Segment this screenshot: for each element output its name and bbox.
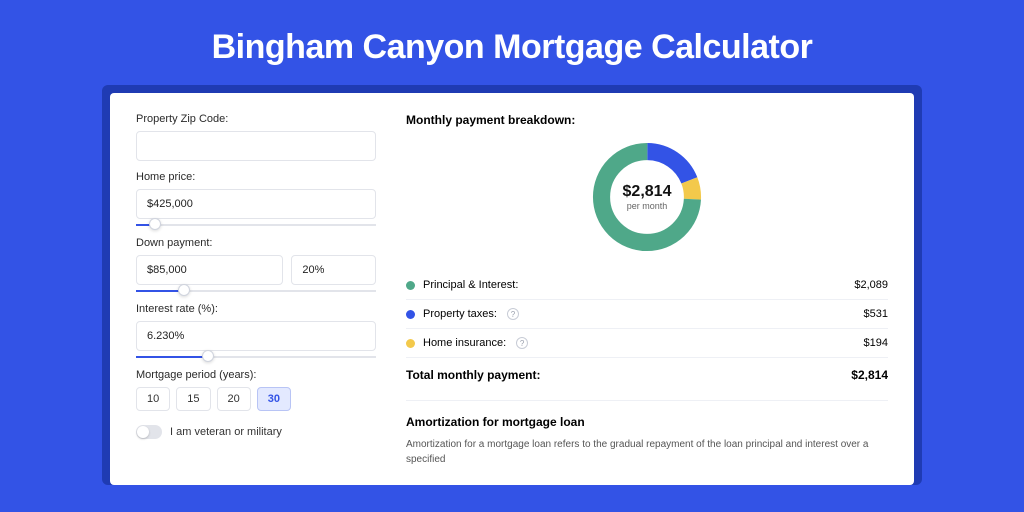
total-label: Total monthly payment: [406, 368, 540, 382]
legend-dot-icon [406, 310, 415, 319]
down-payment-amount-input[interactable] [136, 255, 283, 285]
form-panel: Property Zip Code: Home price: Down paym… [136, 113, 376, 485]
legend-label: Principal & Interest: [423, 279, 518, 291]
period-button-10[interactable]: 10 [136, 387, 170, 411]
period-button-15[interactable]: 15 [176, 387, 210, 411]
donut-wrap: $2,814 per month [406, 137, 888, 257]
page-title: Bingham Canyon Mortgage Calculator [0, 0, 1024, 85]
period-field: Mortgage period (years): 1015 2030 [136, 369, 376, 411]
donut-sub: per month [627, 201, 668, 211]
legend-dot-icon [406, 339, 415, 348]
card-shadow: Property Zip Code: Home price: Down paym… [102, 85, 922, 485]
period-buttons: 1015 2030 [136, 387, 376, 411]
down-payment-slider[interactable] [136, 289, 376, 293]
legend-row: Principal & Interest: $2,089 [406, 271, 888, 299]
breakdown-title: Monthly payment breakdown: [406, 113, 888, 127]
help-icon[interactable]: ? [516, 337, 528, 349]
legend-row: Property taxes:? $531 [406, 299, 888, 328]
period-button-30[interactable]: 30 [257, 387, 291, 411]
home-price-label: Home price: [136, 171, 376, 183]
interest-rate-slider[interactable] [136, 355, 376, 359]
legend-value: $194 [864, 337, 888, 349]
legend-value: $2,089 [854, 279, 888, 291]
veteran-toggle[interactable] [136, 425, 162, 439]
toggle-dot-icon [137, 426, 149, 438]
legend-label: Property taxes: [423, 308, 497, 320]
amortization-section: Amortization for mortgage loan Amortizat… [406, 400, 888, 467]
veteran-row: I am veteran or military [136, 425, 376, 439]
period-button-20[interactable]: 20 [217, 387, 251, 411]
breakdown-panel: Monthly payment breakdown: $2,814 per mo… [406, 113, 888, 485]
period-label: Mortgage period (years): [136, 369, 376, 381]
total-row: Total monthly payment: $2,814 [406, 357, 888, 392]
home-price-slider[interactable] [136, 223, 376, 227]
amortization-text: Amortization for a mortgage loan refers … [406, 437, 888, 467]
legend-label: Home insurance: [423, 337, 506, 349]
home-price-field: Home price: [136, 171, 376, 227]
donut-value: $2,814 [623, 183, 672, 201]
interest-rate-input[interactable] [136, 321, 376, 351]
legend: Principal & Interest: $2,089 Property taxe… [406, 271, 888, 357]
help-icon[interactable]: ? [507, 308, 519, 320]
down-payment-label: Down payment: [136, 237, 376, 249]
donut-chart: $2,814 per month [587, 137, 707, 257]
zip-field: Property Zip Code: [136, 113, 376, 161]
zip-label: Property Zip Code: [136, 113, 376, 125]
legend-value: $531 [864, 308, 888, 320]
total-value: $2,814 [851, 368, 888, 382]
veteran-label: I am veteran or military [170, 426, 282, 438]
down-payment-percent-input[interactable] [291, 255, 376, 285]
interest-rate-field: Interest rate (%): [136, 303, 376, 359]
interest-rate-label: Interest rate (%): [136, 303, 376, 315]
home-price-input[interactable] [136, 189, 376, 219]
zip-input[interactable] [136, 131, 376, 161]
calculator-card: Property Zip Code: Home price: Down paym… [110, 93, 914, 485]
legend-row: Home insurance:? $194 [406, 328, 888, 357]
legend-dot-icon [406, 281, 415, 290]
down-payment-field: Down payment: [136, 237, 376, 293]
amortization-title: Amortization for mortgage loan [406, 415, 888, 429]
